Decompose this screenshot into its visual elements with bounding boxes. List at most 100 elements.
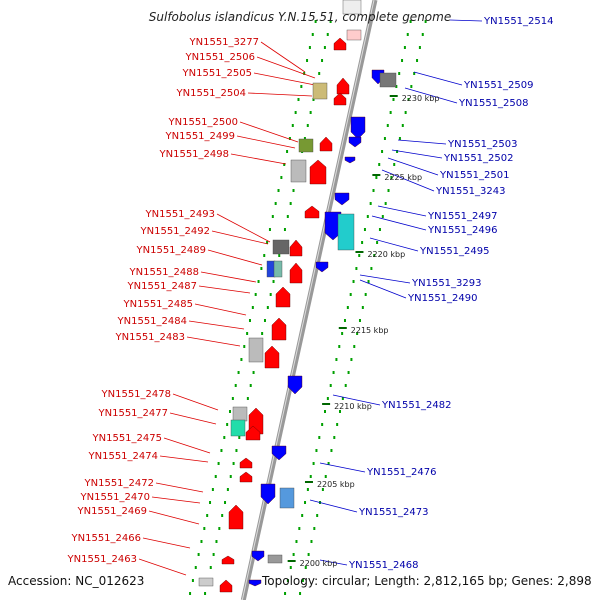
right-gene-label: YN1551_2490 — [407, 293, 478, 304]
reverse-gene-arrow — [334, 192, 350, 206]
guide-dot — [238, 436, 241, 439]
guide-dot — [341, 397, 344, 400]
guide-dot — [220, 449, 223, 452]
left-gene-label: YN1551_2474 — [88, 451, 159, 462]
guide-dot — [393, 163, 396, 166]
guide-dot — [355, 267, 358, 270]
feature-box — [342, 0, 362, 15]
guide-dot — [401, 59, 404, 62]
guide-dot — [367, 280, 370, 283]
forward-gene-arrow — [219, 579, 233, 593]
guide-dot — [330, 449, 333, 452]
guide-dot — [383, 137, 386, 140]
guide-dot — [358, 319, 361, 322]
feature-box — [298, 138, 314, 153]
left-leader-line — [230, 153, 287, 165]
right-leader-line — [449, 19, 483, 22]
accession-text: Accession: NC_012623 — [8, 574, 145, 588]
guide-dot — [389, 111, 392, 114]
guide-dot — [243, 345, 246, 348]
guide-dot — [284, 592, 287, 595]
forward-gene-arrow — [289, 239, 303, 257]
guide-dot — [364, 293, 367, 296]
guide-dot — [327, 462, 330, 465]
guide-dot — [254, 293, 257, 296]
guide-dot — [306, 59, 309, 62]
guide-dot — [378, 228, 381, 231]
guide-dot — [286, 150, 289, 153]
reverse-gene-arrow — [315, 261, 329, 273]
guide-dot — [295, 540, 298, 543]
left-leader-line — [188, 320, 245, 330]
left-leader-line — [142, 537, 191, 549]
reverse-gene-arrow — [260, 483, 276, 505]
guide-dot — [406, 33, 409, 36]
left-gene-label: YN1551_2500 — [168, 117, 239, 128]
right-leader-line — [332, 394, 381, 406]
guide-dot — [266, 306, 269, 309]
scale-label: 2210 kbp — [334, 402, 372, 411]
left-leader-line — [260, 41, 306, 73]
feature-box — [279, 487, 295, 509]
left-leader-line — [194, 303, 247, 316]
left-gene-label: YN1551_2489 — [136, 245, 207, 256]
feature-box — [272, 239, 290, 255]
guide-dot — [266, 241, 269, 244]
reverse-gene-arrow — [251, 550, 265, 562]
guide-dot — [344, 384, 347, 387]
guide-dot — [356, 332, 359, 335]
right-leader-line — [387, 157, 439, 176]
feature-box — [198, 577, 214, 587]
guide-dot — [321, 488, 324, 491]
reverse-gene-arrow — [350, 116, 366, 140]
guide-dot — [398, 72, 401, 75]
guide-dot — [257, 280, 260, 283]
guide-dot — [191, 579, 194, 582]
guide-dot — [416, 59, 419, 62]
feature-box — [290, 159, 307, 183]
guide-dot — [312, 462, 315, 465]
guide-dot — [338, 345, 341, 348]
guide-dot — [217, 462, 220, 465]
guide-dot — [307, 553, 310, 556]
guide-dot — [306, 488, 309, 491]
left-gene-label: YN1551_2493 — [145, 209, 216, 220]
forward-gene-arrow — [333, 37, 347, 51]
left-gene-label: YN1551_3277 — [189, 37, 260, 48]
guide-dot — [373, 254, 376, 257]
left-leader-line — [207, 249, 263, 266]
left-gene-label: YN1551_2463 — [67, 554, 138, 565]
map-title: Sulfobolus islandicus Y.N.15.51, complet… — [148, 10, 452, 24]
guide-dot — [324, 410, 327, 413]
dotted-guides — [189, 20, 427, 595]
guide-dot — [303, 72, 306, 75]
genome-summary-text: Topology: circular; Length: 2,812,165 bp… — [262, 574, 592, 588]
guide-dot — [321, 423, 324, 426]
forward-gene-arrow — [271, 317, 287, 341]
guide-dot — [407, 98, 410, 101]
guide-dot — [300, 85, 303, 88]
guide-dot — [409, 20, 412, 23]
guide-dot — [200, 540, 203, 543]
guide-dot — [211, 488, 214, 491]
guide-dot — [289, 566, 292, 569]
guide-dot — [346, 306, 349, 309]
guide-dot — [234, 384, 237, 387]
guide-dot — [304, 501, 307, 504]
right-gene-label: YN1551_2502 — [443, 153, 514, 164]
right-gene-label: YN1551_2468 — [348, 560, 419, 571]
backbone-highlight — [241, 0, 375, 600]
left-leader-line — [172, 393, 219, 411]
guide-dot — [204, 592, 207, 595]
genome-backbone — [240, 0, 378, 600]
feature-box — [346, 29, 362, 41]
forward-gene-arrow — [264, 345, 280, 369]
guide-dot — [421, 33, 424, 36]
right-leader-line — [309, 499, 358, 513]
guide-dot — [390, 176, 393, 179]
forward-gene-arrow — [289, 262, 303, 284]
guide-dot — [214, 475, 217, 478]
guide-dot — [280, 176, 283, 179]
forward-gene-arrow — [319, 136, 333, 152]
guide-dot — [312, 98, 315, 101]
